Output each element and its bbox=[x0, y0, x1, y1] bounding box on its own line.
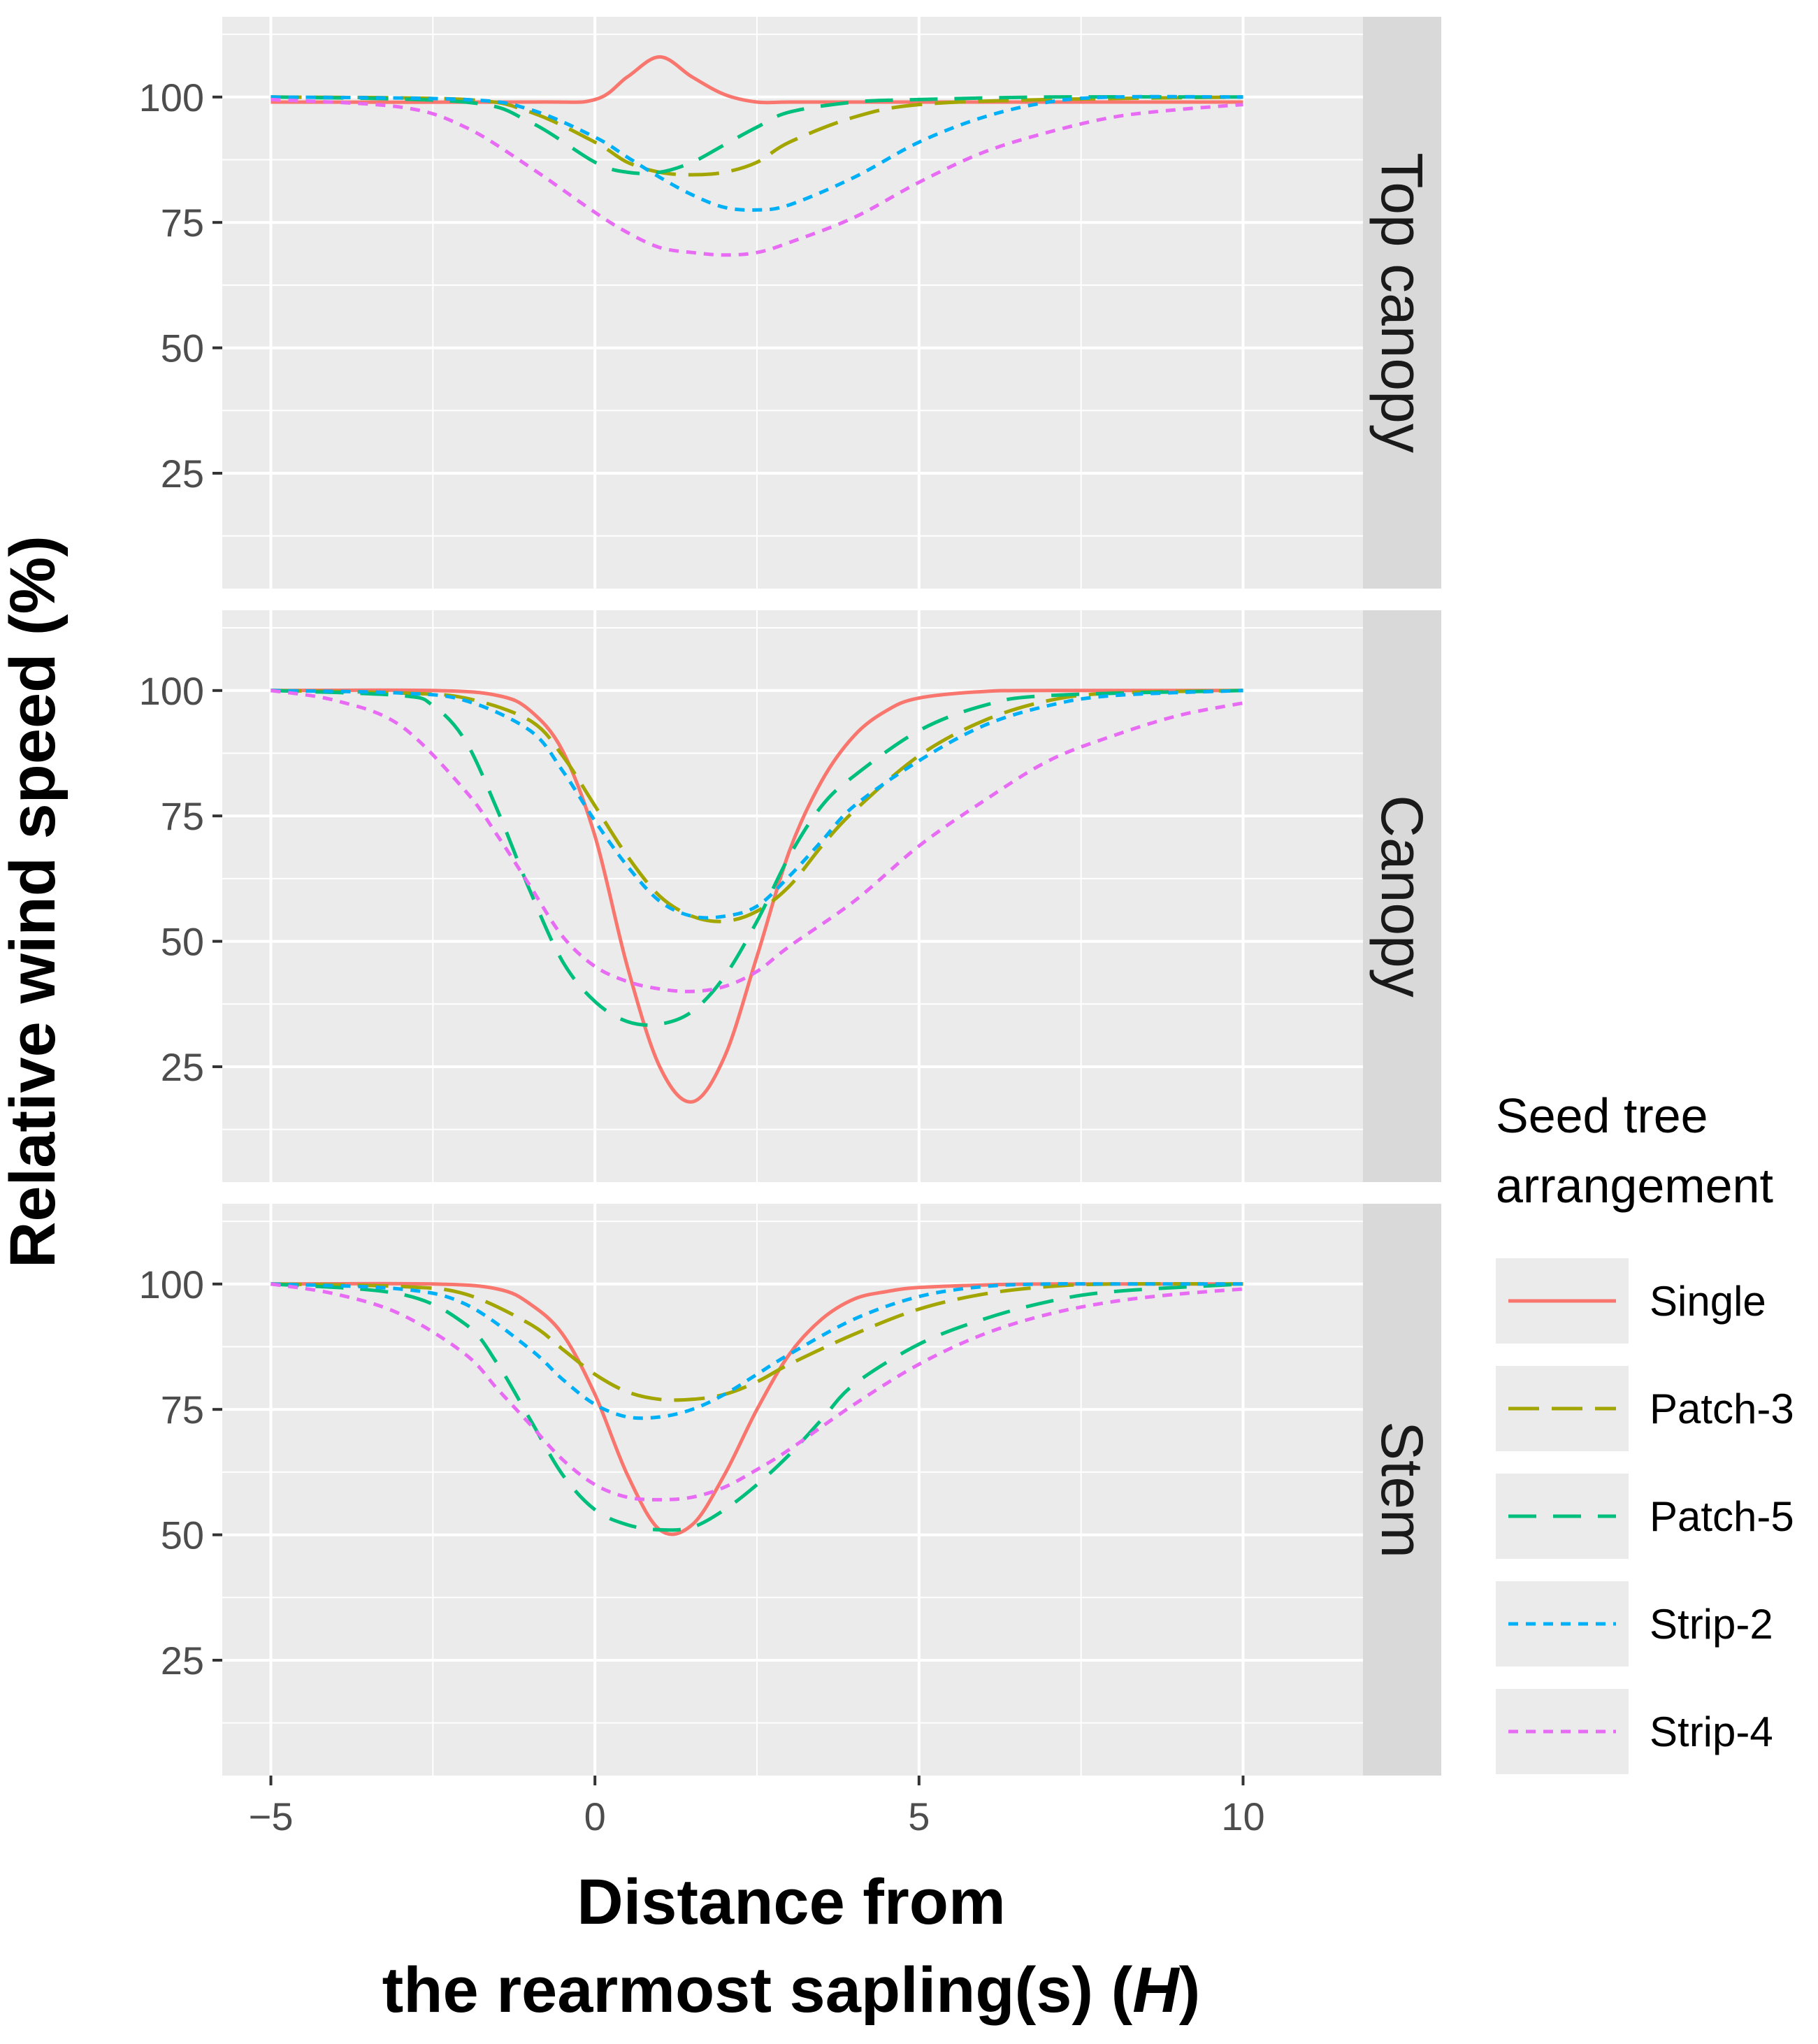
panel-canopy: 25 50 75 100 Canopy bbox=[139, 610, 1441, 1182]
legend: Seed tree arrangement Single Patch-3 Patch… bbox=[1496, 1088, 1794, 1774]
facet-strip bbox=[1363, 17, 1441, 589]
y-tick-label: 100 bbox=[139, 1262, 204, 1307]
x-axis-title-unit: H bbox=[1132, 1955, 1181, 2026]
series-line-strip-4 bbox=[270, 97, 1243, 257]
x-tick-label: 10 bbox=[1221, 1794, 1264, 1838]
legend-title-line-2: arrangement bbox=[1496, 1158, 1773, 1213]
panel-top-canopy: 25 50 75 100 Top canopy bbox=[139, 17, 1441, 589]
facet-label-stem: Stem bbox=[1369, 1421, 1435, 1558]
series-line-strip-4 bbox=[270, 1282, 1243, 1502]
y-axis-top-canopy: 25 50 75 100 bbox=[139, 75, 222, 496]
series-line-patch-5 bbox=[270, 95, 1243, 175]
series-line-strip-2 bbox=[270, 689, 1243, 920]
facet-strip bbox=[1363, 1204, 1441, 1776]
x-axis-title-line-2: the rearmost sapling(s) (H) bbox=[382, 1955, 1201, 2026]
series-line-strip-2 bbox=[270, 1282, 1243, 1420]
legend-keys: Single Patch-3 Patch-5 Strip-2 Strip-4 bbox=[1496, 1258, 1794, 1774]
series-lines bbox=[270, 1281, 1243, 1536]
panel-stem: 25 50 75 100 Stem bbox=[139, 1204, 1441, 1776]
facet-strip bbox=[1363, 610, 1441, 1182]
legend-item-single: Single bbox=[1496, 1258, 1766, 1344]
legend-label: Single bbox=[1650, 1278, 1766, 1325]
y-tick-label: 50 bbox=[161, 326, 204, 370]
panel-background bbox=[222, 610, 1363, 1182]
series-line-single bbox=[270, 1281, 1243, 1536]
series-line-single bbox=[270, 55, 1243, 105]
y-axis-stem: 25 50 75 100 bbox=[139, 1262, 222, 1683]
x-tick-label: 5 bbox=[908, 1794, 930, 1838]
y-tick-label: 25 bbox=[161, 1045, 204, 1089]
legend-item-patch-3: Patch-3 bbox=[1496, 1366, 1794, 1451]
y-tick-label: 25 bbox=[161, 1639, 204, 1683]
x-axis-title-line-2-pre: the rearmost sapling(s) ( bbox=[382, 1955, 1133, 2026]
x-axis-title-line-1: Distance from bbox=[577, 1866, 1006, 1938]
panel-background bbox=[222, 1204, 1363, 1776]
y-axis-title: Relative wind speed (%) bbox=[0, 535, 68, 1268]
legend-item-patch-5: Patch-5 bbox=[1496, 1474, 1794, 1559]
y-tick-label: 50 bbox=[161, 920, 204, 964]
y-tick-label: 25 bbox=[161, 452, 204, 496]
y-tick-label: 100 bbox=[139, 75, 204, 120]
facet-label-canopy: Canopy bbox=[1369, 795, 1435, 998]
x-axis-title-line-2-post: ) bbox=[1179, 1955, 1201, 2026]
series-line-patch-5 bbox=[270, 1282, 1243, 1532]
series-line-strip-4 bbox=[270, 689, 1243, 993]
series-line-patch-5 bbox=[270, 689, 1243, 1027]
x-tick-label: −5 bbox=[249, 1794, 294, 1838]
legend-label: Patch-3 bbox=[1650, 1386, 1794, 1432]
y-tick-label: 75 bbox=[161, 794, 204, 838]
x-axis: −5 0 5 10 bbox=[249, 1776, 1265, 1838]
y-tick-label: 100 bbox=[139, 669, 204, 713]
legend-label: Patch-5 bbox=[1650, 1493, 1794, 1540]
y-tick-label: 50 bbox=[161, 1513, 204, 1557]
legend-title-line-1: Seed tree bbox=[1496, 1088, 1708, 1143]
series-line-patch-3 bbox=[270, 689, 1243, 923]
legend-label: Strip-4 bbox=[1650, 1708, 1773, 1755]
y-axis-canopy: 25 50 75 100 bbox=[139, 669, 222, 1089]
x-tick-label: 0 bbox=[584, 1794, 606, 1838]
legend-label: Strip-2 bbox=[1650, 1601, 1773, 1648]
chart-panels: 25 50 75 100 Top canopy 25 50 75 100 Canopy 25 50 75… bbox=[139, 17, 1441, 1776]
legend-item-strip-2: Strip-2 bbox=[1496, 1581, 1773, 1667]
y-tick-label: 75 bbox=[161, 201, 204, 245]
series-lines bbox=[270, 55, 1243, 257]
facet-label-top-canopy: Top canopy bbox=[1369, 152, 1435, 453]
y-tick-label: 75 bbox=[161, 1388, 204, 1432]
legend-item-strip-4: Strip-4 bbox=[1496, 1689, 1773, 1774]
series-line-single bbox=[270, 688, 1243, 1104]
series-lines bbox=[270, 688, 1243, 1104]
